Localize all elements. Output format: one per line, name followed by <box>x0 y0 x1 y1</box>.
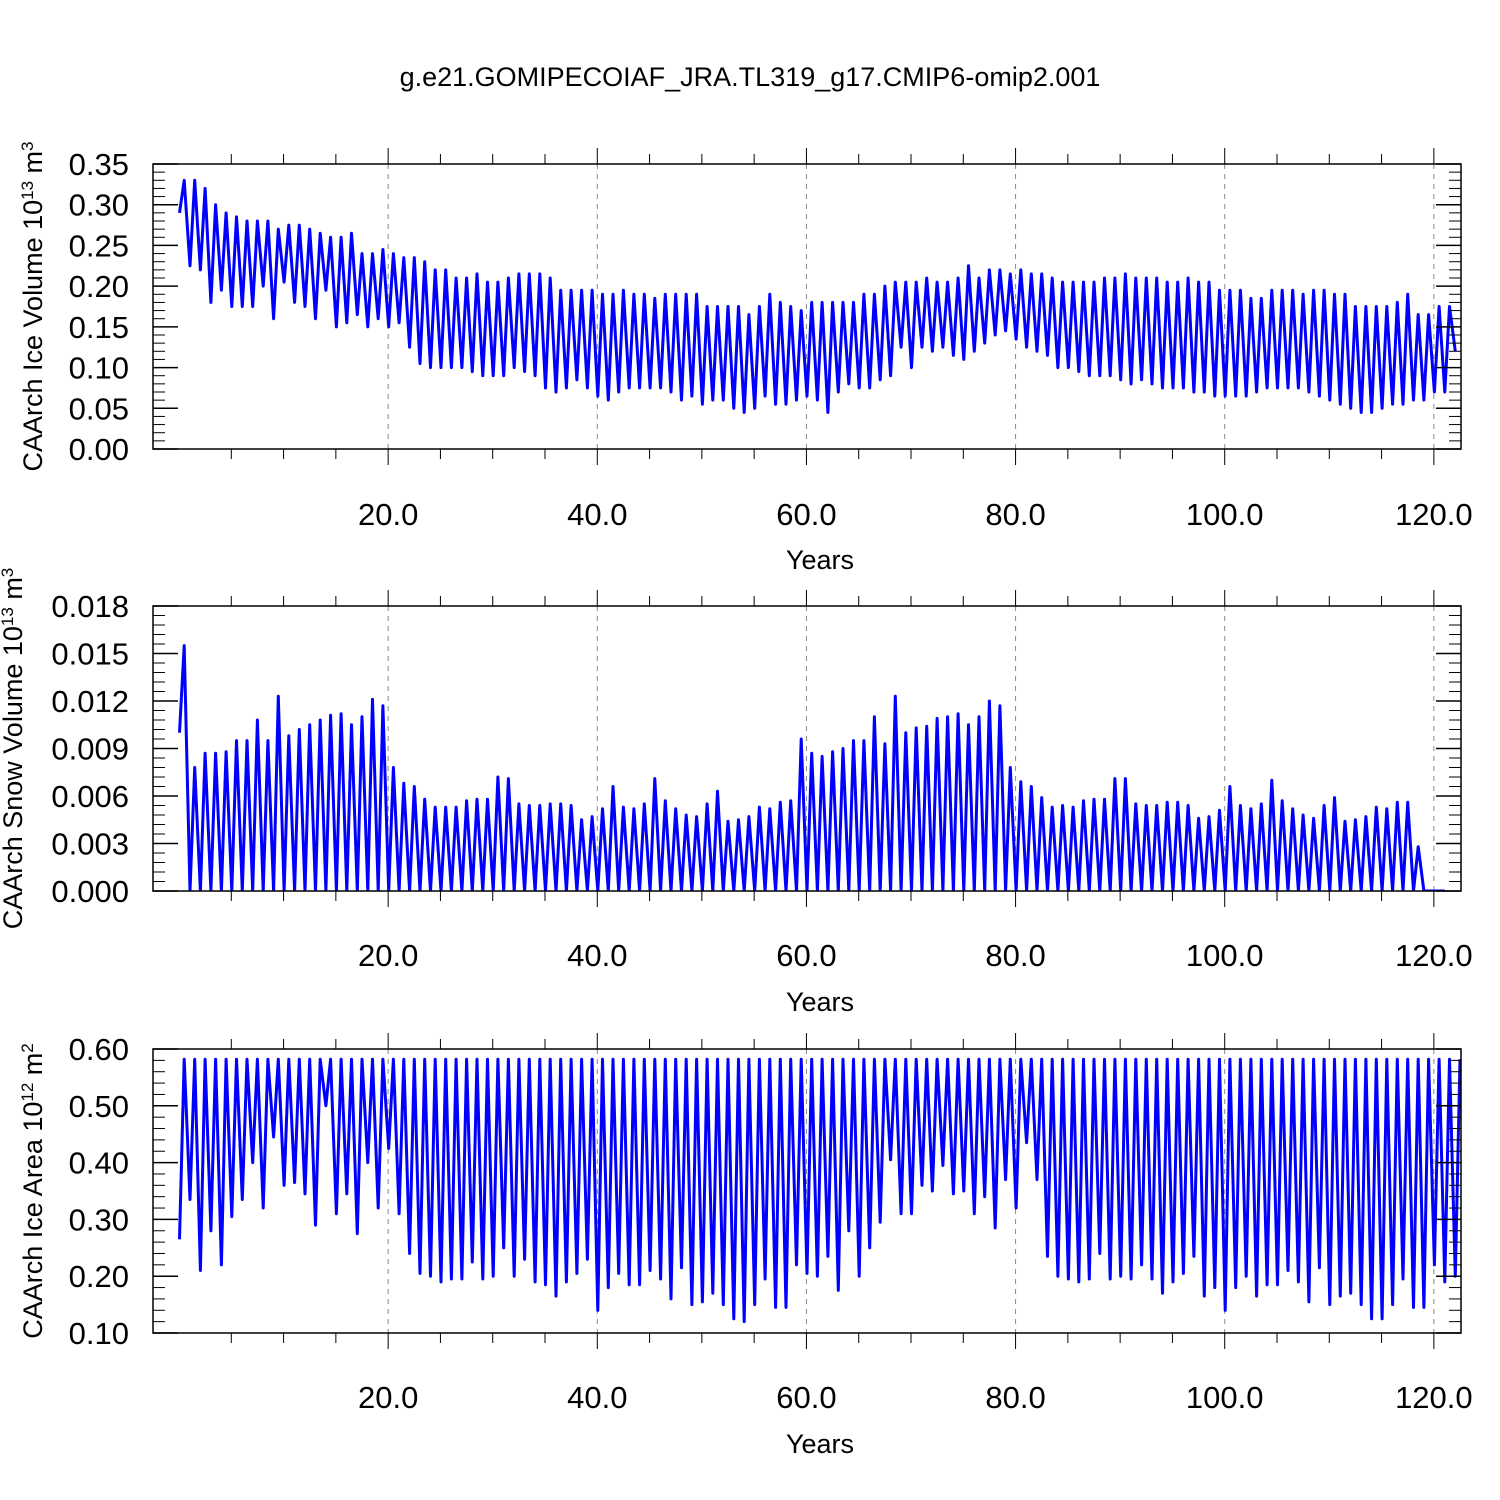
data-series-line <box>178 178 1457 414</box>
x-tick-label: 100.0 <box>1186 1380 1264 1415</box>
x-tick-label: 20.0 <box>358 938 418 973</box>
y-tick-label: 0.20 <box>69 1259 129 1294</box>
plot-panel-1: 0.00 0.05 0.10 0.15 0.20 0.25 0.30 0.35 20.0 40.0… <box>18 141 1473 575</box>
x-tick-label: 20.0 <box>358 1380 418 1415</box>
y-tick-label: 0.40 <box>69 1146 129 1181</box>
y-tick-label: 0.35 <box>69 147 129 182</box>
x-tick-label: 80.0 <box>985 1380 1045 1415</box>
chart-title: g.e21.GOMIPECOIAF_JRA.TL319_g17.CMIP6-om… <box>399 62 1101 92</box>
y-axis-label: CAArch Snow Volume 1013 m3 <box>0 568 28 930</box>
x-tick-label: 100.0 <box>1186 497 1264 532</box>
data-series-line <box>178 1057 1461 1324</box>
y-tick-label: 0.018 <box>51 589 129 624</box>
x-tick-label: 100.0 <box>1186 938 1264 973</box>
plot-panel-3: 0.10 0.20 0.30 0.40 0.50 0.60 20.0 40.0 60.0 80.0… <box>18 1032 1473 1459</box>
y-tick-label: 0.20 <box>69 269 129 304</box>
x-tick-label: 40.0 <box>567 938 627 973</box>
y-tick-label: 0.10 <box>69 1316 129 1351</box>
x-axis-label: Years <box>786 1429 854 1459</box>
x-tick-label: 40.0 <box>567 1380 627 1415</box>
x-tick-label: 60.0 <box>776 497 836 532</box>
plot-frame <box>152 1048 1462 1334</box>
y-tick-label: 0.015 <box>51 637 129 672</box>
x-axis-label: Years <box>786 987 854 1017</box>
y-tick-label: 0.003 <box>51 827 129 862</box>
data-series-line <box>178 644 1445 891</box>
y-tick-label: 0.05 <box>69 391 129 426</box>
y-tick-label: 0.10 <box>69 351 129 386</box>
y-tick-label: 0.30 <box>69 1202 129 1237</box>
y-tick-label: 0.60 <box>69 1032 129 1067</box>
x-tick-label: 120.0 <box>1395 497 1473 532</box>
y-axis-label: CAArch Ice Volume 1013 m3 <box>18 141 49 471</box>
x-tick-label: 60.0 <box>776 938 836 973</box>
x-tick-label: 80.0 <box>985 938 1045 973</box>
x-tick-label: 120.0 <box>1395 1380 1473 1415</box>
y-tick-label: 0.30 <box>69 188 129 223</box>
y-tick-label: 0.009 <box>51 732 129 767</box>
x-tick-label: 20.0 <box>358 497 418 532</box>
x-tick-label: 40.0 <box>567 497 627 532</box>
plot-panel-2: 0.000 0.003 0.006 0.009 0.012 0.015 0.018 20.0 4… <box>0 568 1473 1017</box>
y-tick-label: 0.012 <box>51 684 129 719</box>
y-tick-label: 0.50 <box>69 1089 129 1124</box>
y-tick-label: 0.006 <box>51 779 129 814</box>
y-tick-label: 0.000 <box>51 874 129 909</box>
y-tick-label: 0.00 <box>69 432 129 467</box>
x-tick-label: 80.0 <box>985 497 1045 532</box>
y-tick-label: 0.25 <box>69 228 129 263</box>
x-axis-label: Years <box>786 545 854 575</box>
y-tick-label: 0.15 <box>69 310 129 345</box>
plot-frame <box>152 163 1462 450</box>
x-tick-label: 60.0 <box>776 1380 836 1415</box>
y-axis-label: CAArch Ice Area 1012 m2 <box>18 1043 49 1339</box>
x-tick-label: 120.0 <box>1395 938 1473 973</box>
